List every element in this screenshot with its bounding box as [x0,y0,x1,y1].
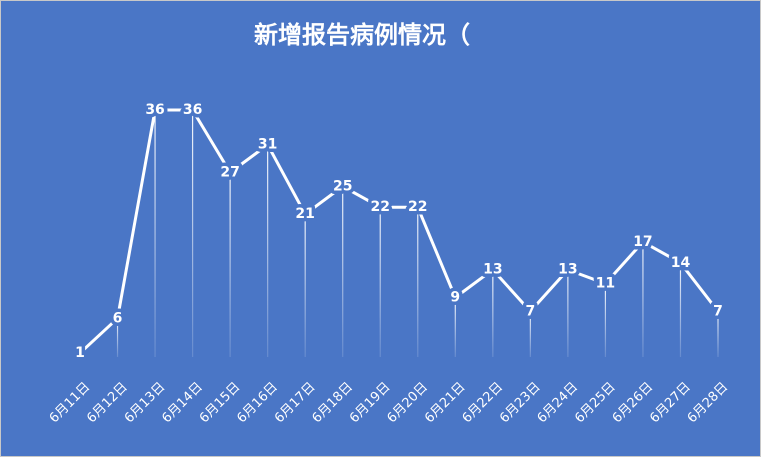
data-label: 6 [113,310,123,326]
data-label: 36 [145,102,164,118]
data-label: 22 [370,199,389,215]
data-label: 21 [295,206,314,222]
data-label: 22 [408,199,427,215]
data-label: 17 [633,234,652,250]
data-label: 11 [596,276,615,292]
data-label: 36 [183,102,202,118]
chart-title: 新增报告病例情况（ [254,21,470,49]
line [78,108,720,355]
data-label: 7 [713,303,723,319]
data-label: 25 [333,178,352,194]
data-label: 1 [75,345,85,361]
data-label: 31 [258,137,277,153]
data-label: 14 [671,255,691,271]
data-label: 7 [525,303,535,319]
data-label: 27 [220,165,239,181]
data-label: 13 [483,262,502,278]
data-label: 9 [450,290,460,306]
data-label: 13 [558,262,577,278]
